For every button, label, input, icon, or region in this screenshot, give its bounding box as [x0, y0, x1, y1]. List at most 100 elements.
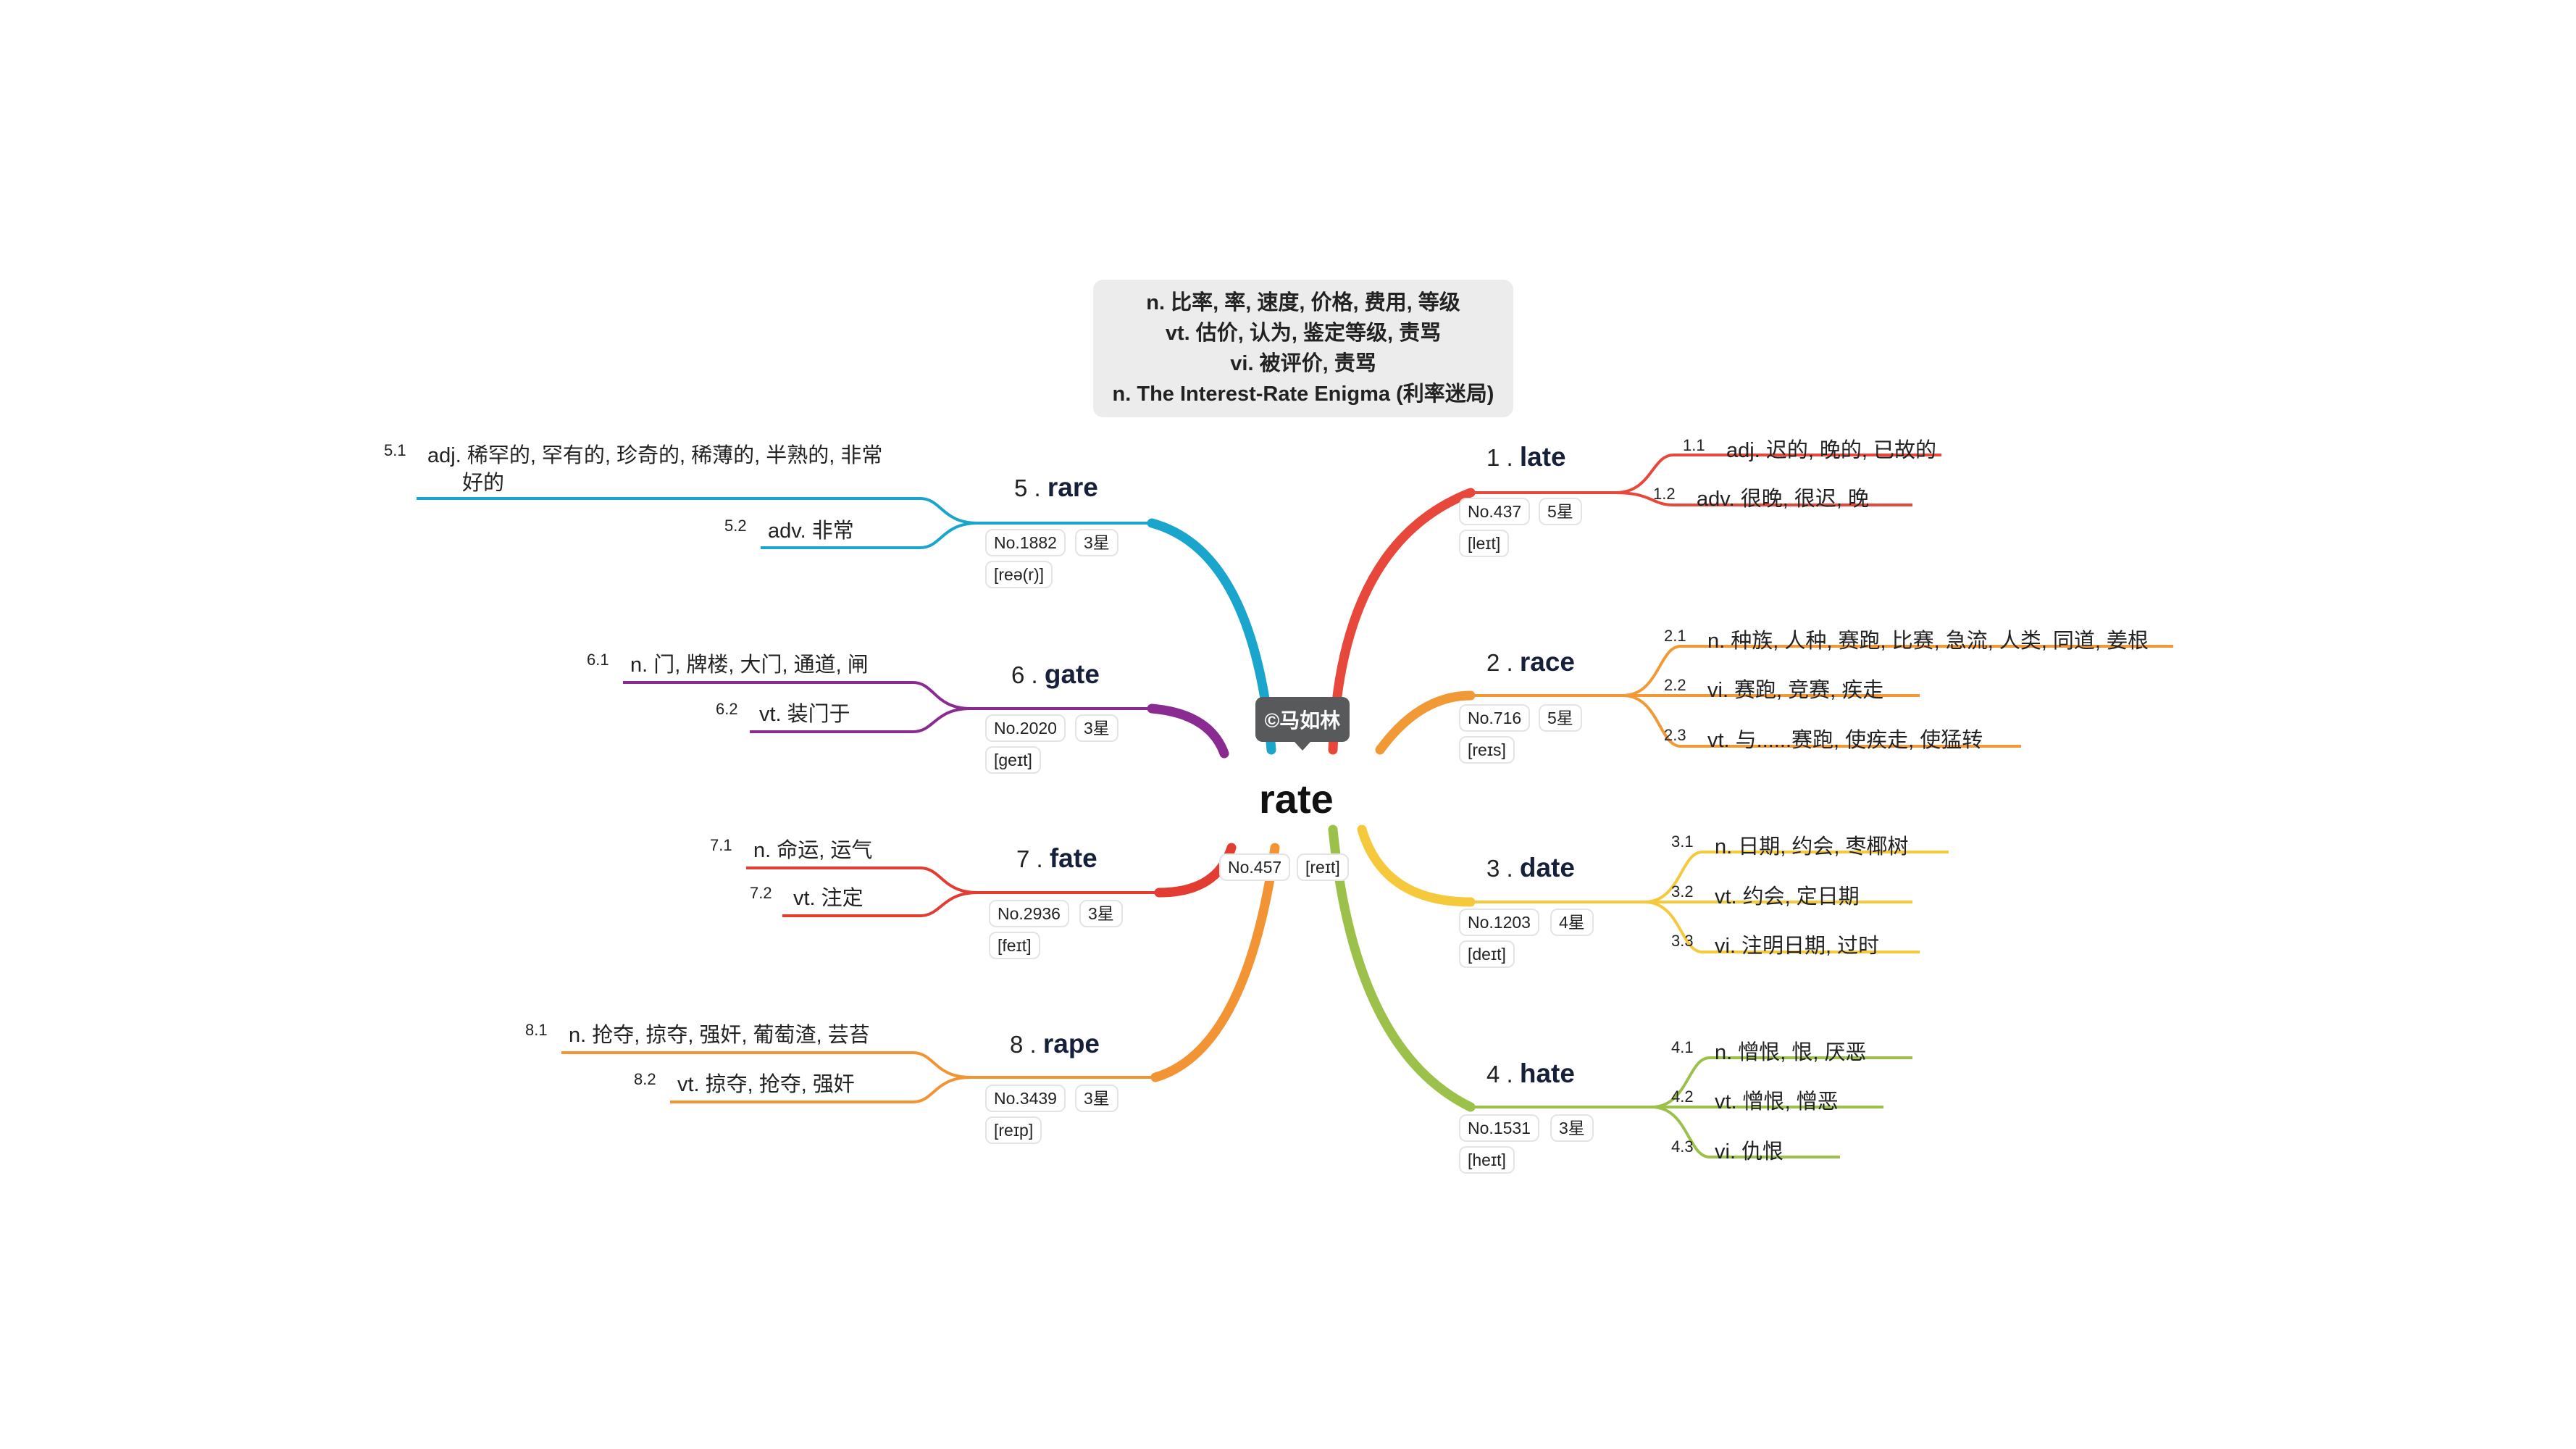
branch-connector	[1147, 703, 1229, 759]
branch-number: 6 .	[1011, 661, 1045, 688]
branch-topic-rape[interactable]: 8 . rape	[1010, 1029, 1100, 1059]
leaf-index: 3.2	[1671, 882, 1694, 901]
branch-topic-fate[interactable]: 7 . fate	[1016, 843, 1097, 874]
leaf-connector	[750, 707, 971, 733]
leaf-definition[interactable]: n. 日期, 约会, 枣椰树	[1715, 835, 1909, 859]
leaf-index: 4.1	[1671, 1038, 1694, 1056]
leaf-index: 2.1	[1664, 627, 1686, 645]
phonetic-pill: [reɪp]	[985, 1116, 1042, 1144]
leaf-connector	[761, 522, 979, 549]
leaf-definition[interactable]: vt. 注定	[793, 887, 863, 910]
phonetic-pill: [reɪs]	[1459, 736, 1515, 764]
leaf-definition[interactable]: vt. 掠夺, 抢夺, 强奸	[677, 1073, 855, 1096]
central-topic-word[interactable]: rate	[1259, 776, 1334, 822]
leaf-index: 3.1	[1671, 832, 1694, 851]
leaf-connector	[670, 1076, 971, 1103]
branch-number: 3 .	[1486, 855, 1520, 882]
leaf-connector	[1644, 851, 1949, 903]
branch-word: hate	[1519, 1058, 1575, 1088]
branch-topic-late[interactable]: 1 . late	[1486, 442, 1566, 472]
rank-pill: No.1531	[1459, 1114, 1539, 1142]
leaf-definition[interactable]: vi. 注明日期, 过时	[1715, 935, 1880, 958]
branch-topic-rare[interactable]: 5 . rare	[1014, 472, 1098, 503]
leaf-index: 6.1	[587, 651, 609, 669]
leaf-index: 4.2	[1671, 1087, 1694, 1106]
leaf-definition[interactable]: vt. 与......赛跑, 使疾走, 使猛转	[1707, 729, 1983, 752]
star-rating-pill: 3星	[1075, 714, 1118, 742]
leaf-index: 5.2	[724, 517, 747, 535]
leaf-index: 8.1	[525, 1021, 548, 1039]
branch-word: rare	[1047, 472, 1098, 502]
leaf-definition[interactable]: adj. 稀罕的, 罕有的, 珍奇的, 稀薄的, 半熟的, 非常	[427, 444, 883, 467]
leaf-index: 5.1	[384, 441, 406, 459]
rank-pill: No.437	[1459, 498, 1531, 525]
leaf-connector	[746, 867, 979, 894]
leaf-definition[interactable]: n. 门, 牌楼, 大门, 通道, 闸	[630, 653, 869, 677]
star-rating-pill: 5星	[1539, 704, 1582, 732]
phonetic-pill: [heɪt]	[1459, 1146, 1515, 1174]
leaf-definition[interactable]: n. 憎恨, 恨, 厌恶	[1715, 1041, 1867, 1064]
leaf-index: 1.1	[1683, 436, 1705, 454]
leaf-connector	[1615, 491, 1912, 506]
branch-topic-hate[interactable]: 4 . hate	[1486, 1058, 1575, 1089]
leaf-definition[interactable]: adv. 很晚, 很迟, 晚	[1697, 488, 1869, 511]
branch-word: rape	[1042, 1029, 1100, 1058]
leaf-definition[interactable]: n. 抢夺, 掠夺, 强奸, 葡萄渣, 芸苔	[569, 1024, 870, 1047]
definition-line: n. The Interest-Rate Enigma (利率迷局)	[1112, 383, 1494, 406]
leaf-definition[interactable]: adj. 迟的, 晚的, 已故的	[1726, 439, 1937, 462]
branch-topic-date[interactable]: 3 . date	[1486, 853, 1575, 883]
central-phonetic-pill: [reɪt]	[1297, 853, 1349, 881]
definition-line: n. 比率, 率, 速度, 价格, 费用, 等级	[1146, 291, 1460, 314]
leaf-connector	[417, 497, 979, 525]
star-rating-pill: 4星	[1550, 909, 1594, 936]
leaf-connector	[1644, 901, 1920, 953]
branch-word: date	[1519, 853, 1575, 882]
star-rating-pill: 3星	[1550, 1114, 1594, 1142]
rank-pill: No.2936	[989, 900, 1069, 927]
leaf-definition[interactable]: vt. 憎恨, 憎恶	[1715, 1090, 1839, 1114]
branch-connector	[1328, 824, 1476, 1112]
leaf-connector	[1622, 645, 2173, 697]
leaf-index: 1.2	[1653, 485, 1676, 503]
phonetic-pill: [deɪt]	[1459, 940, 1515, 968]
leaf-definition[interactable]: n. 命运, 运气	[753, 839, 873, 862]
leaf-index: 7.2	[750, 884, 772, 902]
rank-pill: No.1203	[1459, 909, 1539, 936]
branch-word: gate	[1044, 659, 1100, 689]
rank-pill: No.716	[1459, 704, 1531, 732]
star-rating-pill: 5星	[1539, 498, 1582, 525]
phonetic-pill: [leɪt]	[1459, 530, 1510, 557]
branch-topic-gate[interactable]: 6 . gate	[1011, 659, 1100, 690]
star-rating-pill: 3星	[1075, 1085, 1118, 1112]
branch-word: race	[1519, 647, 1575, 677]
branch-connector	[1328, 488, 1476, 755]
leaf-definition[interactable]: vt. 装门于	[759, 703, 850, 726]
definition-line: vt. 估价, 认为, 鉴定等级, 责骂	[1165, 322, 1442, 345]
leaf-connector	[1651, 1106, 1840, 1158]
branch-number: 8 .	[1010, 1031, 1043, 1058]
leaf-definition[interactable]: vt. 约会, 定日期	[1715, 885, 1860, 909]
central-rank-pill: No.457	[1219, 853, 1291, 881]
leaf-definition[interactable]: vi. 赛跑, 竞赛, 疾走	[1707, 679, 1884, 702]
rank-pill: No.3439	[985, 1085, 1066, 1112]
branch-word: late	[1519, 442, 1566, 472]
branch-connector	[1150, 843, 1280, 1082]
branch-connector	[1375, 690, 1476, 755]
leaf-index: 8.2	[634, 1070, 656, 1088]
star-rating-pill: 3星	[1079, 900, 1123, 927]
phonetic-pill: [feɪt]	[989, 932, 1040, 959]
leaf-definition[interactable]: adv. 非常	[768, 519, 854, 543]
leaf-definition[interactable]: n. 种族, 人种, 赛跑, 比赛, 急流, 人类, 同道, 姜根	[1707, 630, 2149, 653]
branch-number: 2 .	[1486, 649, 1520, 676]
definition-note: n. 比率, 率, 速度, 价格, 费用, 等级 vt. 估价, 认为, 鉴定等…	[1093, 280, 1513, 417]
leaf-definition-cont[interactable]: 好的	[462, 472, 505, 495]
branch-number: 7 .	[1016, 845, 1050, 872]
leaf-index: 7.1	[710, 836, 732, 854]
leaf-definition[interactable]: vi. 仇恨	[1715, 1140, 1784, 1164]
leaf-connector	[561, 1051, 971, 1079]
branch-number: 1 .	[1486, 444, 1520, 471]
leaf-connector	[782, 891, 979, 917]
branch-topic-race[interactable]: 2 . race	[1486, 647, 1575, 677]
phonetic-pill: [reə(r)]	[985, 561, 1053, 588]
